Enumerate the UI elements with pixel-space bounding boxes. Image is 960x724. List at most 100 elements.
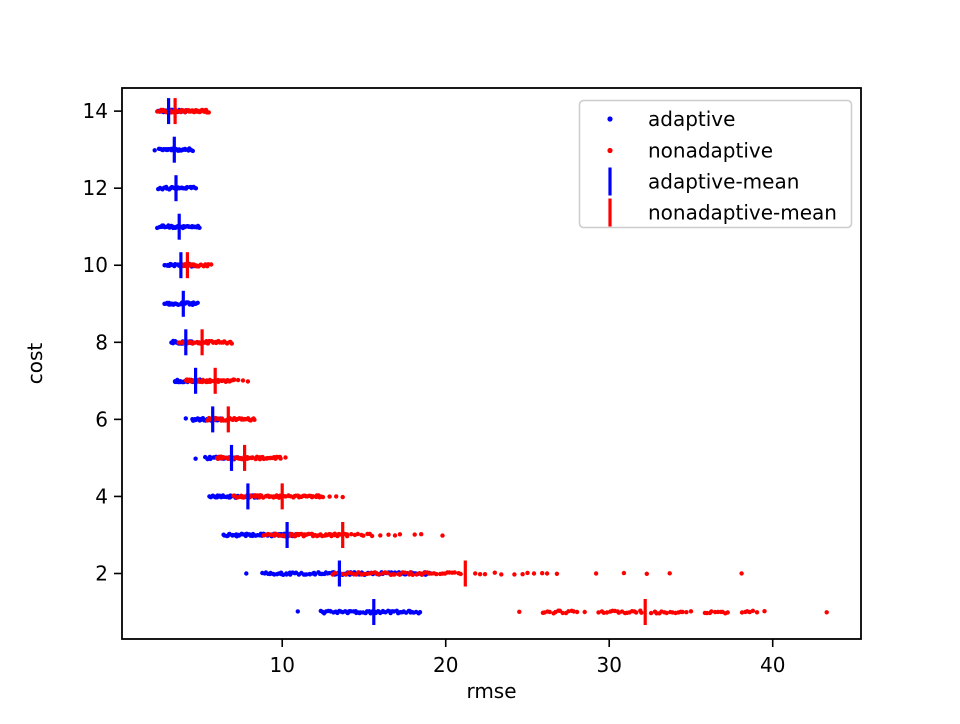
legend: adaptive nonadaptive adaptive-mean nonadapt… [578,99,853,229]
data-point-outlier [499,572,504,577]
data-point [634,610,639,615]
legend-item-nonadaptive-mean: nonadaptive-mean [608,198,837,227]
data-point [376,572,382,577]
data-point-outlier [240,378,246,383]
data-point [197,225,202,230]
plot-frame [121,87,862,640]
data-point [739,610,745,615]
x-axis-label: rmse [466,679,516,703]
data-point-outlier [544,571,550,576]
y-tick-label: 6 [95,407,108,431]
data-point [684,610,689,615]
data-point-outlier [531,571,537,576]
legend-label: adaptive [648,107,735,131]
legend-item-nonadaptive: nonadaptive [607,139,773,163]
data-point-outlier [283,455,288,460]
data-point-outlier [152,148,157,153]
data-point-outlier [525,570,530,576]
row-cost-1-nonadaptive-points [517,608,829,616]
data-point [284,572,289,577]
data-point-outlier [440,533,445,538]
legend-label: adaptive-mean [648,170,799,194]
row-cost-6 [183,406,257,433]
data-point [664,610,669,616]
x-tick-label: 30 [596,653,621,677]
data-point [252,417,257,422]
data-point [369,570,374,576]
data-point [403,570,408,575]
data-point [639,610,644,615]
data-point [229,341,234,346]
nonadaptive-dot-icon [607,147,613,154]
data-point [680,609,685,615]
data-point [190,148,195,154]
data-point [604,610,610,615]
data-point [193,186,199,191]
data-point-outlier [621,570,627,576]
data-point [348,570,354,576]
data-point-outlier [419,532,424,537]
row-cost-10 [162,252,214,279]
data-point-outlier [512,572,517,577]
data-point [571,609,576,614]
data-point [312,572,318,577]
data-point [232,377,237,382]
row-cost-2 [244,560,744,587]
legend-box [578,99,853,229]
data-point-outlier [482,572,488,577]
data-point [452,570,457,575]
data-point-outlier [473,571,478,576]
row-cost-8 [169,329,234,356]
data-point [417,610,423,615]
data-point [345,532,350,537]
data-point [304,572,309,577]
data-point [547,609,552,615]
data-point-outlier [334,494,339,499]
row-cost-5 [193,444,288,471]
legend-label: nonadaptive-mean [648,201,837,225]
data-point [596,610,601,615]
data-point-outlier [688,609,694,614]
row-cost-1-adaptive-points [295,608,423,616]
data-point [410,572,415,577]
data-point-outlier [378,533,383,538]
data-point-outlier [739,571,744,576]
data-point [574,609,580,615]
data-point [278,456,283,461]
data-point [361,533,366,538]
y-tick-label: 4 [95,484,108,508]
data-point [206,110,211,115]
data-point [320,494,326,500]
data-point-outlier [327,494,332,499]
x-tick-label: 10 [269,653,294,677]
data-point [332,570,338,576]
row-cost-4-nonadaptive-points [231,493,345,500]
data-point-outlier [517,609,522,614]
data-point-outlier [554,571,560,576]
row-cost-9 [162,290,200,317]
row-cost-3-nonadaptive-points [261,531,445,539]
data-point [566,609,571,614]
row-cost-12 [156,175,199,202]
row-cost-5-nonadaptive-points [214,454,288,462]
data-point [601,610,606,615]
data-point-outlier [386,532,391,537]
data-point-outlier [193,456,198,461]
y-tick-label: 14 [83,99,108,123]
data-point [560,610,565,616]
data-point [349,532,354,537]
data-point-outlier [520,572,525,577]
row-cost-7 [172,367,251,394]
data-point-outlier [369,533,375,539]
data-point [725,610,730,615]
y-axis-label: cost [23,343,47,385]
x-tick-label: 20 [433,653,458,677]
data-point-outlier [492,570,497,575]
y-axis: 2 4 6 8 10 12 14 [83,99,122,585]
row-cost-14 [155,98,211,125]
data-point [754,610,760,615]
row-cost-14-nonadaptive-points [155,107,211,115]
y-tick-label: 2 [95,561,108,585]
data-point-outlier [667,571,672,576]
